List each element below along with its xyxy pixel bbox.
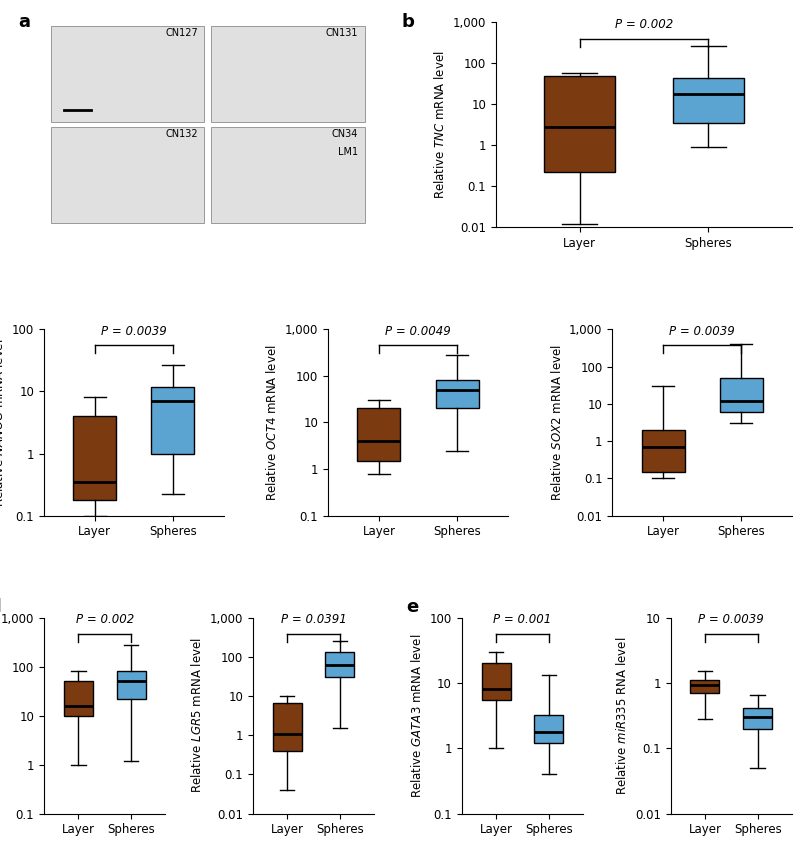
Text: LM1: LM1 [338,147,358,157]
PathPatch shape [326,653,354,678]
Text: a: a [18,13,30,31]
PathPatch shape [534,715,563,743]
Text: P = 0.0039: P = 0.0039 [670,325,735,338]
Text: P = 0.0039: P = 0.0039 [101,325,166,338]
Text: P = 0.0039: P = 0.0039 [698,613,764,627]
Y-axis label: Relative $\it{GATA3}$ mRNA level: Relative $\it{GATA3}$ mRNA level [410,634,424,798]
Bar [211,26,365,122]
Y-axis label: Relative $\it{SOX2}$ mRNA level: Relative $\it{SOX2}$ mRNA level [550,344,563,501]
Text: P = 0.0391: P = 0.0391 [281,613,346,627]
Text: d: d [0,598,1,616]
Text: b: b [401,13,414,31]
PathPatch shape [690,680,719,693]
PathPatch shape [358,408,401,461]
PathPatch shape [673,78,744,122]
PathPatch shape [117,672,146,699]
Bar [50,26,204,122]
Text: CN131: CN131 [326,28,358,38]
PathPatch shape [743,708,772,728]
PathPatch shape [74,416,116,499]
PathPatch shape [151,387,194,454]
PathPatch shape [435,381,478,408]
Text: P = 0.002: P = 0.002 [615,18,673,31]
PathPatch shape [642,430,685,472]
Text: CN132: CN132 [165,128,198,139]
Y-axis label: Relative $\it{OCT4}$ mRNA level: Relative $\it{OCT4}$ mRNA level [266,344,279,501]
Text: e: e [406,598,418,616]
Text: P = 0.0049: P = 0.0049 [385,325,451,338]
Text: P = 0.001: P = 0.001 [494,613,551,627]
Text: CN34: CN34 [332,128,358,139]
Text: P = 0.002: P = 0.002 [75,613,134,627]
Y-axis label: Relative $\it{NANOG}$ mRNA level: Relative $\it{NANOG}$ mRNA level [0,338,6,507]
Text: CN127: CN127 [165,28,198,38]
PathPatch shape [482,663,510,700]
Y-axis label: Relative $\it{LGR5}$ mRNA level: Relative $\it{LGR5}$ mRNA level [190,638,204,794]
PathPatch shape [64,681,93,715]
Bar [211,127,365,223]
PathPatch shape [273,703,302,751]
Bar [50,127,204,223]
Y-axis label: Relative $\it{TNC}$ mRNA level: Relative $\it{TNC}$ mRNA level [434,50,447,199]
Y-axis label: Relative $\it{miR335}$ RNA level: Relative $\it{miR335}$ RNA level [615,636,630,795]
PathPatch shape [720,378,762,412]
PathPatch shape [544,77,615,172]
